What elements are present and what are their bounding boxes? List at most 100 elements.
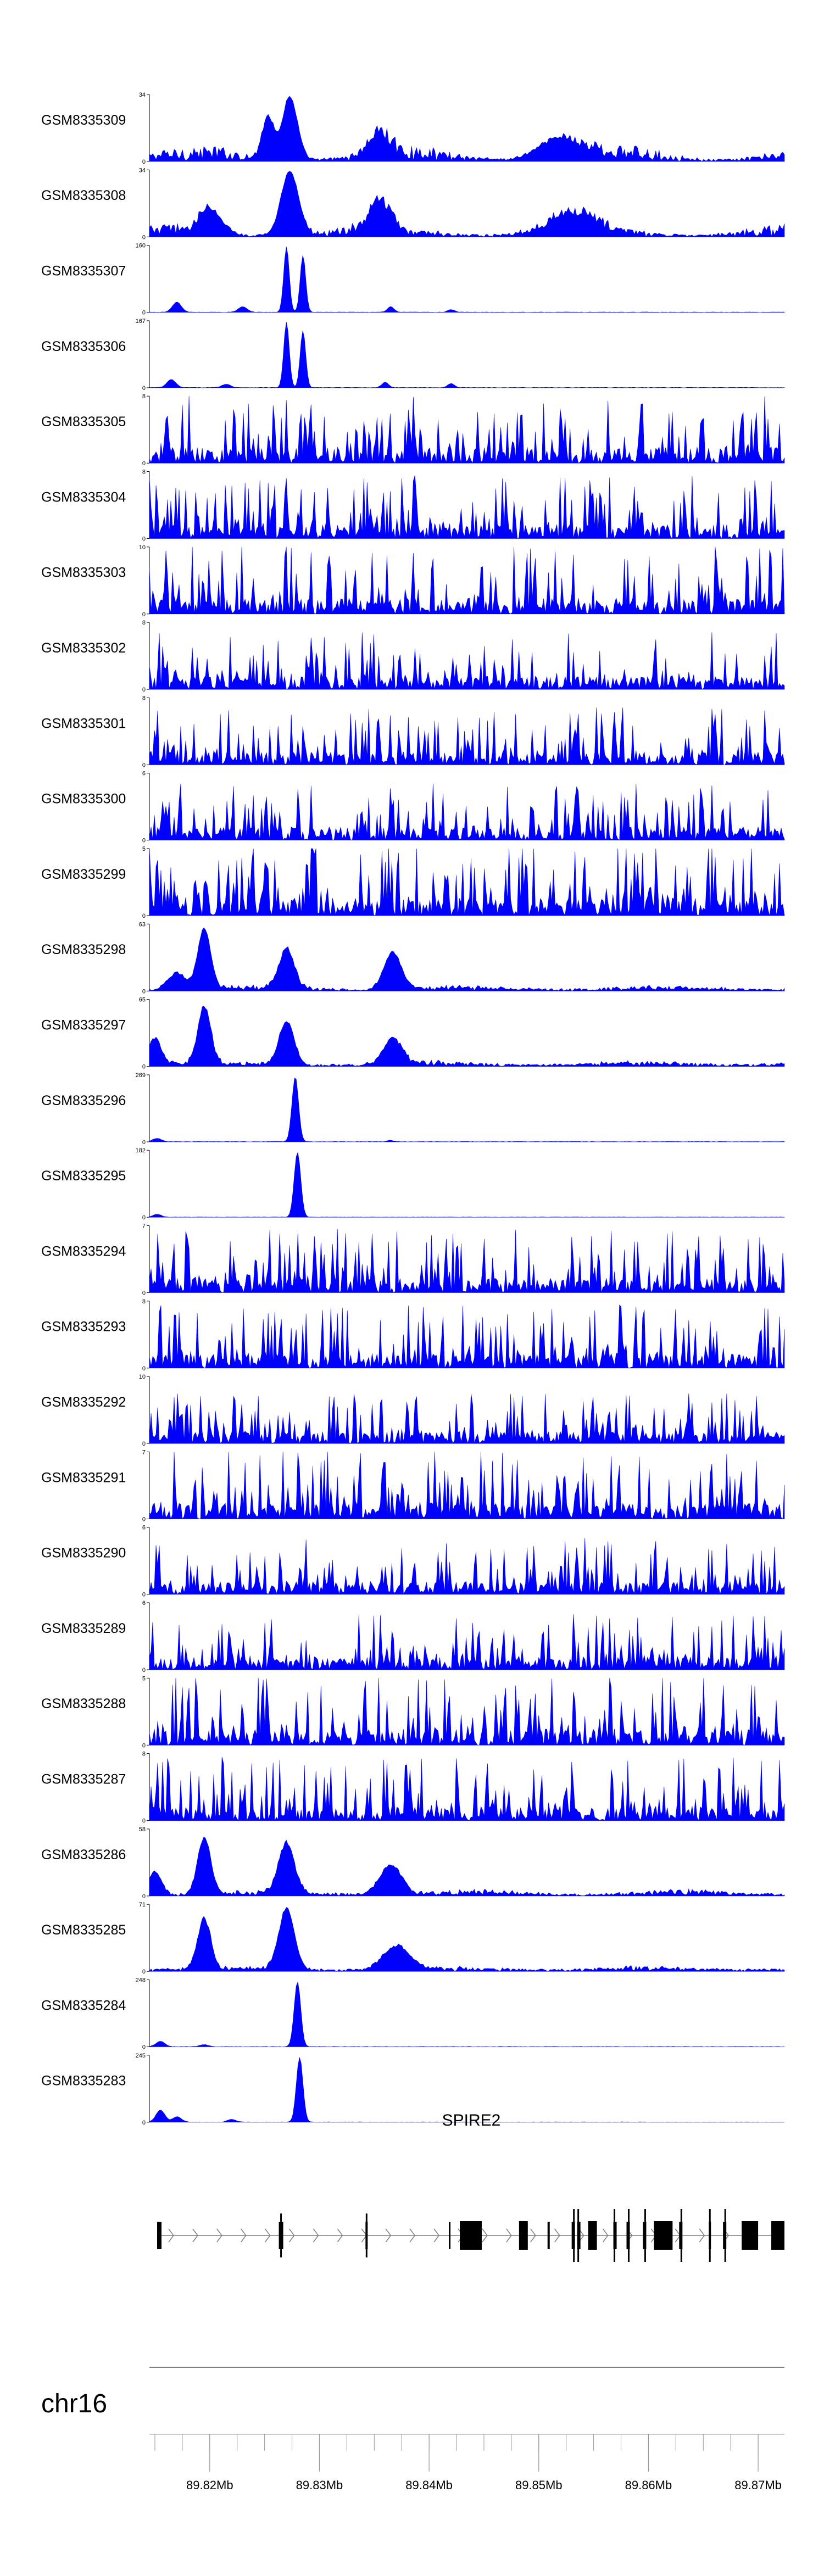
coverage-area bbox=[149, 2057, 785, 2123]
y-max-label: 34 bbox=[139, 92, 146, 98]
y-zero-label: 0 bbox=[142, 536, 146, 543]
y-max-label: 8 bbox=[142, 469, 146, 476]
track-GSM8335291: GSM8335291 7 0 bbox=[41, 1449, 785, 1523]
track-label: GSM8335305 bbox=[41, 414, 126, 430]
chromosome-ideogram: chr16 bbox=[41, 2367, 784, 2418]
y-max-label: 182 bbox=[136, 1147, 146, 1154]
y-max-label: 269 bbox=[136, 1072, 146, 1079]
axis-tick-label: 89.83Mb bbox=[296, 2478, 343, 2492]
strand-arrow bbox=[409, 2228, 416, 2243]
y-max-label: 6 bbox=[142, 1525, 146, 1531]
y-zero-label: 0 bbox=[142, 1667, 146, 1674]
track-GSM8335298: GSM8335298 63 0 bbox=[41, 921, 785, 995]
coverage-area bbox=[149, 322, 785, 388]
exon-block bbox=[519, 2221, 528, 2250]
exon-block bbox=[771, 2221, 784, 2250]
y-max-label: 8 bbox=[142, 620, 146, 626]
coverage-area bbox=[149, 707, 785, 766]
track-GSM8335286: GSM8335286 58 0 bbox=[41, 1826, 785, 1900]
y-zero-label: 0 bbox=[142, 1139, 146, 1146]
coverage-area bbox=[149, 1538, 785, 1595]
track-GSM8335299: GSM8335299 5 0 bbox=[41, 846, 785, 919]
coverage-area bbox=[149, 1151, 785, 1218]
y-max-label: 248 bbox=[136, 1977, 146, 1984]
y-zero-label: 0 bbox=[142, 1064, 146, 1070]
track-GSM8335283: GSM8335283 245 0 bbox=[41, 2053, 785, 2126]
y-zero-label: 0 bbox=[142, 611, 146, 618]
axis-tick-label: 89.86Mb bbox=[625, 2478, 672, 2492]
strand-arrow bbox=[530, 2228, 536, 2243]
y-zero-label: 0 bbox=[142, 838, 146, 844]
strand-arrow bbox=[699, 2228, 705, 2243]
coverage-area bbox=[149, 1614, 785, 1670]
y-zero-label: 0 bbox=[142, 1742, 146, 1749]
track-label: GSM8335300 bbox=[41, 791, 126, 807]
coverage-area bbox=[149, 1981, 785, 2047]
y-max-label: 7 bbox=[142, 1449, 146, 1456]
track-GSM8335289: GSM8335289 6 0 bbox=[41, 1600, 785, 1674]
track-GSM8335306: GSM8335306 167 0 bbox=[41, 318, 785, 392]
y-max-label: 65 bbox=[139, 997, 146, 1003]
coverage-area bbox=[149, 96, 785, 162]
track-label: GSM8335295 bbox=[41, 1168, 126, 1184]
track-label: GSM8335308 bbox=[41, 188, 126, 203]
genome-axis: 89.82Mb 89.83Mb 89.84Mb 89.85Mb 89.86Mb 89.87… bbox=[149, 2434, 784, 2492]
track-GSM8335308: GSM8335308 34 0 bbox=[41, 167, 785, 241]
coverage-tracks: GSM8335309 34 0 GSM8335308 34 0 GSM8335307 160 0… bbox=[41, 92, 785, 2126]
track-GSM8335304: GSM8335304 8 0 bbox=[41, 469, 785, 543]
coverage-area bbox=[149, 632, 785, 690]
strand-arrow bbox=[241, 2228, 247, 2243]
y-zero-label: 0 bbox=[142, 1441, 146, 1447]
coverage-area bbox=[149, 246, 785, 313]
strand-arrow bbox=[385, 2228, 392, 2243]
track-label: GSM8335294 bbox=[41, 1244, 126, 1259]
coverage-area bbox=[149, 1006, 785, 1067]
strand-arrow bbox=[482, 2228, 488, 2243]
y-max-label: 5 bbox=[142, 1675, 146, 1682]
exon-block bbox=[547, 2222, 550, 2249]
track-label: GSM8335290 bbox=[41, 1546, 126, 1561]
coverage-area bbox=[149, 1452, 785, 1520]
track-GSM8335285: GSM8335285 71 0 bbox=[41, 1902, 785, 1975]
track-label: GSM8335303 bbox=[41, 565, 126, 581]
strand-arrow bbox=[313, 2228, 319, 2243]
track-GSM8335290: GSM8335290 6 0 bbox=[41, 1525, 785, 1598]
y-zero-label: 0 bbox=[142, 988, 146, 995]
track-label: GSM8335293 bbox=[41, 1319, 126, 1335]
strand-arrow bbox=[337, 2228, 343, 2243]
y-max-label: 160 bbox=[136, 243, 146, 249]
y-zero-label: 0 bbox=[142, 913, 146, 919]
strand-arrow bbox=[168, 2228, 174, 2243]
coverage-area bbox=[149, 1757, 785, 1821]
track-GSM8335303: GSM8335303 10 0 bbox=[41, 544, 785, 618]
gene-name: SPIRE2 bbox=[442, 2111, 501, 2129]
coverage-area bbox=[149, 547, 785, 615]
track-GSM8335301: GSM8335301 8 0 bbox=[41, 695, 785, 768]
coverage-area bbox=[149, 783, 785, 841]
strand-arrow bbox=[433, 2228, 440, 2243]
track-GSM8335288: GSM8335288 5 0 bbox=[41, 1675, 785, 1749]
y-max-label: 71 bbox=[139, 1902, 146, 1908]
coverage-area bbox=[149, 171, 785, 237]
track-GSM8335309: GSM8335309 34 0 bbox=[41, 92, 785, 165]
y-max-label: 34 bbox=[139, 167, 146, 174]
track-label: GSM8335283 bbox=[41, 2073, 126, 2089]
coverage-area bbox=[149, 1229, 785, 1293]
y-max-label: 6 bbox=[142, 1600, 146, 1607]
track-GSM8335296: GSM8335296 269 0 bbox=[41, 1072, 785, 1146]
y-max-label: 5 bbox=[142, 846, 146, 852]
track-label: GSM8335285 bbox=[41, 1922, 126, 1938]
y-zero-label: 0 bbox=[142, 460, 146, 467]
track-GSM8335307: GSM8335307 160 0 bbox=[41, 243, 785, 316]
y-max-label: 7 bbox=[142, 1223, 146, 1230]
y-zero-label: 0 bbox=[142, 310, 146, 316]
track-label: GSM8335286 bbox=[41, 1847, 126, 1863]
exon-block bbox=[588, 2221, 597, 2250]
track-GSM8335300: GSM8335300 6 0 bbox=[41, 771, 785, 844]
y-max-label: 8 bbox=[142, 695, 146, 701]
axis-tick-label: 89.82Mb bbox=[186, 2478, 233, 2492]
y-max-label: 167 bbox=[136, 318, 146, 325]
track-label: GSM8335291 bbox=[41, 1470, 126, 1485]
coverage-area bbox=[149, 848, 785, 916]
track-GSM8335292: GSM8335292 10 0 bbox=[41, 1374, 785, 1447]
